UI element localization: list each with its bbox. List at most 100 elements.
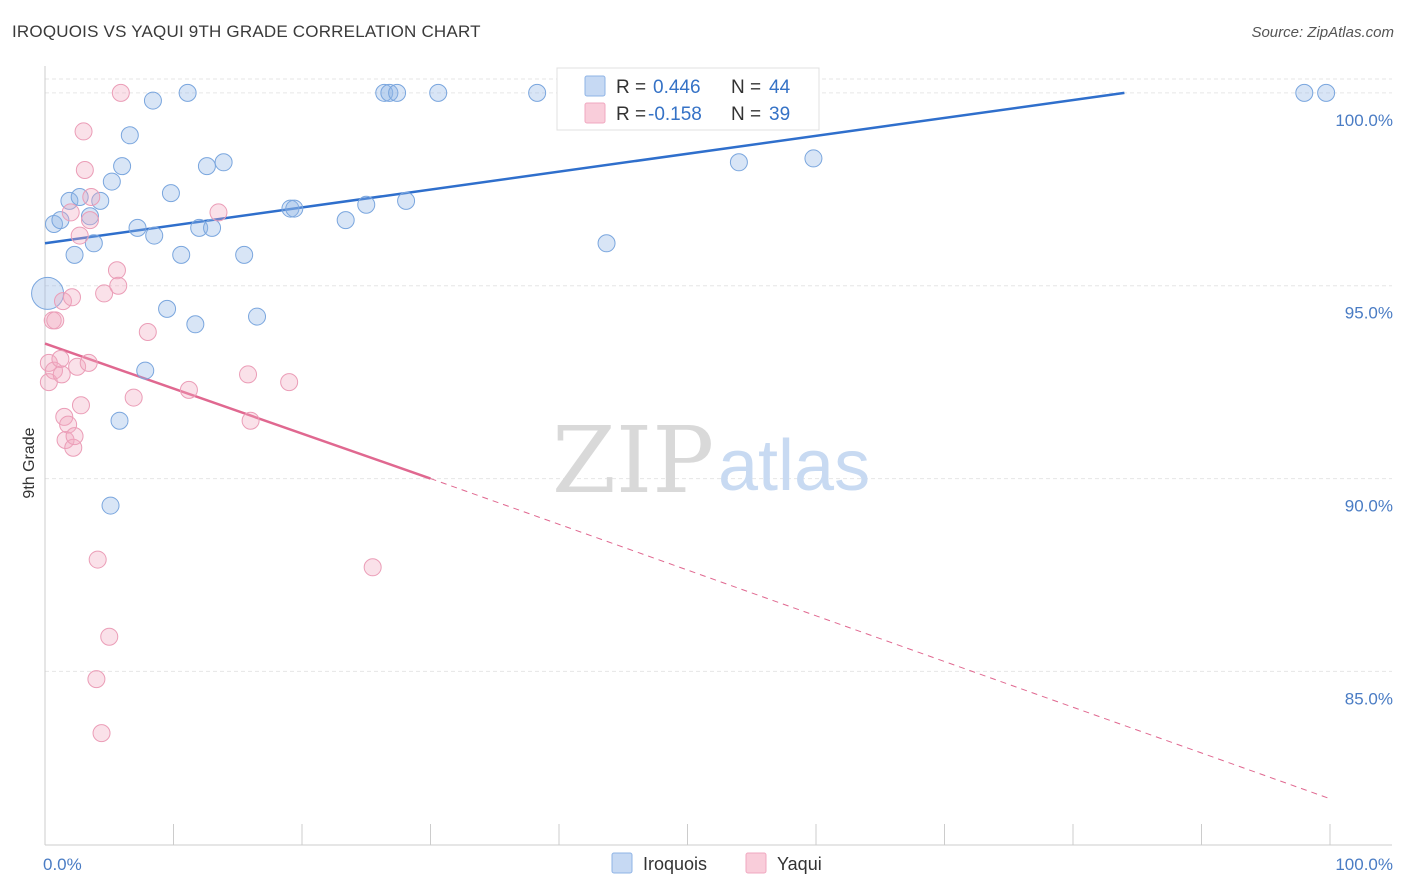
point-iroquois-19 (161, 184, 180, 203)
point-yaqui-11 (61, 203, 80, 222)
point-yaqui-13 (64, 438, 83, 457)
point-iroquois-0 (31, 276, 65, 310)
point-yaqui-6 (52, 365, 71, 384)
y-tick-label-2: 90.0% (1345, 497, 1393, 516)
point-iroquois-43 (1317, 83, 1336, 102)
point-iroquois-15 (136, 361, 155, 380)
point-iroquois-42 (1295, 83, 1314, 102)
legend-swatch-yaqui (584, 102, 606, 124)
y-tick-label-1: 95.0% (1345, 304, 1393, 323)
legend-n-value-yaqui: 39 (769, 104, 790, 125)
point-yaqui-16 (70, 226, 89, 245)
point-iroquois-6 (80, 207, 99, 226)
legend-r-value-yaqui: -0.158 (648, 104, 702, 125)
point-iroquois-18 (158, 299, 177, 318)
y-tick-label-3: 85.0% (1345, 689, 1393, 708)
point-iroquois-31 (336, 211, 355, 230)
x-tick-label-0: 0.0% (43, 855, 82, 874)
point-iroquois-25 (203, 218, 222, 237)
point-yaqui-26 (95, 284, 114, 303)
point-yaqui-12 (62, 288, 81, 307)
stats-legend: R = 0.446 N = 44 R = -0.158 N = 39 (556, 67, 820, 131)
point-iroquois-30 (285, 199, 304, 218)
point-iroquois-9 (101, 496, 120, 515)
trend-line-yaqui (44, 342, 431, 480)
x-tick-labels: 0.0% 100.0% (43, 855, 1393, 874)
point-iroquois-16 (145, 226, 164, 245)
point-yaqui-19 (75, 161, 94, 179)
point-yaqui-9 (56, 431, 75, 449)
point-iroquois-40 (729, 153, 748, 172)
point-yaqui-20 (79, 353, 98, 372)
point-iroquois-34 (380, 83, 399, 102)
point-iroquois-26 (214, 153, 233, 172)
watermark-atlas: atlas (718, 426, 870, 506)
point-iroquois-23 (190, 218, 209, 237)
point-iroquois-21 (178, 83, 197, 102)
point-yaqui-14 (65, 427, 84, 446)
point-yaqui-33 (179, 380, 198, 399)
legend-r-label-iroquois: R = (616, 77, 646, 98)
point-iroquois-11 (110, 411, 129, 430)
y-tick-labels: 100.0% 95.0% 90.0% 85.0% (1335, 111, 1393, 709)
point-yaqui-10 (59, 415, 78, 434)
point-yaqui-35 (239, 365, 258, 384)
point-iroquois-27 (235, 245, 254, 264)
point-yaqui-22 (82, 188, 101, 206)
bottom-legend-label-yaqui: Yaqui (777, 854, 822, 874)
point-iroquois-3 (60, 191, 79, 210)
series-legend: Iroquois Yaqui (611, 852, 822, 874)
point-yaqui-29 (109, 276, 128, 295)
watermark: ZIP atlas (552, 407, 870, 514)
point-iroquois-10 (102, 172, 121, 191)
point-iroquois-36 (397, 191, 416, 210)
point-yaqui-37 (280, 373, 299, 392)
point-yaqui-31 (124, 388, 143, 407)
bottom-legend-swatch-yaqui (745, 852, 767, 874)
legend-r-label-yaqui: R = (616, 104, 646, 125)
point-iroquois-2 (51, 211, 70, 230)
point-yaqui-38 (363, 558, 382, 577)
point-iroquois-35 (388, 83, 407, 102)
point-yaqui-30 (111, 83, 130, 102)
point-yaqui-24 (88, 550, 107, 569)
point-yaqui-17 (71, 396, 90, 415)
watermark-zip: ZIP (552, 407, 714, 514)
point-yaqui-32 (138, 323, 157, 341)
point-yaqui-28 (107, 261, 126, 280)
point-yaqui-23 (87, 670, 106, 689)
source-label: Source: ZipAtlas.com (1251, 24, 1394, 41)
point-yaqui-27 (100, 627, 119, 646)
chart-title: IROQUOIS VS YAQUI 9TH GRADE CORRELATION … (12, 22, 481, 41)
legend-n-label-yaqui: N = (731, 104, 761, 125)
point-iroquois-37 (429, 83, 448, 102)
legend-n-label-iroquois: N = (731, 77, 761, 98)
point-iroquois-8 (91, 191, 110, 210)
bottom-legend-swatch-iroquois (611, 852, 633, 874)
point-iroquois-38 (528, 83, 547, 102)
x-tick-label-1: 100.0% (1335, 855, 1393, 874)
point-iroquois-14 (128, 218, 147, 237)
point-iroquois-39 (597, 234, 616, 253)
data-points (31, 83, 1336, 743)
point-iroquois-17 (143, 91, 162, 110)
point-iroquois-32 (357, 195, 376, 214)
point-iroquois-12 (113, 157, 132, 176)
point-yaqui-18 (74, 122, 93, 141)
point-iroquois-33 (375, 83, 394, 102)
point-iroquois-22 (186, 315, 205, 334)
point-iroquois-28 (248, 307, 267, 326)
point-iroquois-41 (804, 149, 823, 168)
point-yaqui-15 (68, 357, 87, 376)
point-iroquois-4 (65, 245, 84, 264)
point-yaqui-21 (80, 211, 99, 230)
point-iroquois-29 (281, 199, 300, 218)
legend-n-value-iroquois: 44 (769, 77, 791, 98)
point-iroquois-7 (84, 234, 103, 253)
point-yaqui-4 (46, 311, 65, 330)
trend-line-yaqui-extension (430, 478, 1331, 800)
point-yaqui-25 (92, 724, 111, 743)
legend-r-value-iroquois: 0.446 (653, 77, 701, 98)
point-yaqui-5 (51, 350, 70, 368)
